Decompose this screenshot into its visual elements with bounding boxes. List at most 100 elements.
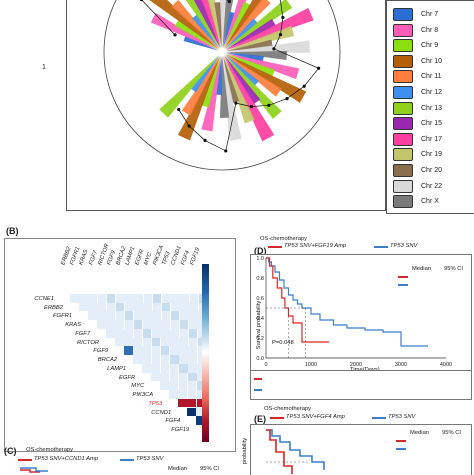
panel-e-ylabel: probability: [242, 438, 248, 464]
heatmap-cell: [125, 311, 134, 320]
heatmap-cell: [190, 294, 199, 303]
heatmap-cell: [162, 311, 171, 320]
heatmap-cell: [133, 338, 142, 347]
legend-label: Chr 17: [421, 136, 442, 143]
legend-label: Chr 22: [421, 183, 442, 190]
heatmap-cell: [88, 303, 97, 312]
heatmap-cell: [187, 399, 196, 408]
heatmap-cell: [106, 320, 115, 329]
km-e-row-swatch: [396, 440, 406, 442]
heatmap-cell: [88, 311, 97, 320]
panel-e-blue-curve: [266, 430, 324, 470]
heatmap-cell: [161, 364, 170, 373]
heatmap-cell: [188, 364, 197, 373]
legend-swatch: [393, 86, 413, 99]
heatmap-cell: [106, 311, 115, 320]
heatmap-cell: [115, 338, 124, 347]
heatmap-cell: [125, 303, 134, 312]
heatmap-cell: [106, 329, 115, 338]
legend-label: Chr X: [421, 198, 439, 205]
legend-item: Chr 19: [387, 147, 474, 162]
km-d-row-swatch: [398, 276, 408, 278]
heatmap-cell: [171, 311, 180, 320]
heatmap-cell: [160, 373, 169, 382]
heatmap-cell: [143, 303, 152, 312]
panel-d-ci-hdr: 95% CI: [444, 266, 463, 272]
heatmap-cell: [98, 294, 107, 303]
legend-item: Chr X: [387, 194, 474, 209]
legend-label: Chr 19: [421, 151, 442, 158]
heatmap-cell: [161, 355, 170, 364]
heatmap-cell: [179, 364, 188, 373]
km-d-xtick: 3000: [395, 362, 407, 368]
legend-item: Chr 12: [387, 85, 474, 100]
heatmap-cell: [169, 381, 178, 390]
heatmap-cell: [152, 355, 161, 364]
legend-swatch: [393, 39, 413, 52]
heatmap-cell: [134, 329, 143, 338]
km-d-ytick: 1.0: [256, 256, 264, 262]
heatmap-cell: [152, 338, 161, 347]
heatmap-row-label: FGF7: [46, 331, 90, 337]
legend-swatch: [393, 164, 413, 177]
heatmap-cell: [143, 320, 152, 329]
km-d-risk-swatch: [254, 389, 262, 391]
heatmap-row-label: FGF19: [145, 427, 189, 433]
heatmap-cell: [180, 311, 189, 320]
heatmap-cell: [188, 373, 197, 382]
heatmap-cell: [179, 373, 188, 382]
heatmap-cell: [115, 329, 124, 338]
heatmap-cell: [151, 373, 160, 382]
heatmap-cell: [152, 311, 161, 320]
heatmap-cell: [133, 346, 142, 355]
heatmap-cell: [188, 390, 197, 399]
legend-item: Chr 11: [387, 69, 474, 84]
legend-item: Chr 13: [387, 101, 474, 116]
km-d-xtick: 1000: [305, 362, 317, 368]
legend-swatch: [393, 133, 413, 146]
heatmap-row-label: KRAS: [37, 322, 81, 328]
heatmap-row-label: ERBB2: [19, 305, 63, 311]
heatmap-cell: [179, 381, 188, 390]
heatmap-cell: [161, 338, 170, 347]
heatmap-cell: [162, 303, 171, 312]
heatmap-cell: [143, 329, 152, 338]
heatmap-cell: [180, 320, 189, 329]
heatmap-cell: [170, 355, 179, 364]
heatmap-colorbar: [202, 264, 209, 442]
heatmap-cell: [79, 294, 88, 303]
legend-swatch: [393, 8, 413, 21]
km-d-risk-box: [250, 370, 472, 400]
km-d-ytick: 0.8: [256, 276, 264, 282]
heatmap-cell: [88, 294, 97, 303]
legend-swatch: [393, 24, 413, 37]
heatmap-cell: [134, 320, 143, 329]
legend-swatch: [393, 148, 413, 161]
km-d-risk-swatch: [254, 378, 262, 380]
heatmap-cell: [188, 381, 197, 390]
legend-swatch: [393, 70, 413, 83]
heatmap-cell: [125, 320, 134, 329]
legend-label: Chr 9: [421, 42, 438, 49]
heatmap-cell: [180, 303, 189, 312]
heatmap-row-label: CCNE1: [10, 296, 54, 302]
heatmap-row-label: FGFR1: [28, 313, 72, 319]
heatmap-cell: [161, 329, 170, 338]
heatmap-cell: [142, 364, 151, 373]
heatmap-cell: [180, 329, 189, 338]
heatmap-row-label: EGFR: [91, 375, 135, 381]
heatmap-cell: [189, 311, 198, 320]
legend-item: Chr 17: [387, 132, 474, 147]
km-d-xtick: 0: [264, 362, 267, 368]
heatmap-row-label: LAMP1: [82, 366, 126, 372]
heatmap-row-label: TP53: [118, 401, 162, 407]
panel-d-pvalue: P=0.048: [272, 340, 294, 346]
heatmap-cell: [179, 355, 188, 364]
heatmap-cell: [170, 329, 179, 338]
heatmap-cell: [97, 303, 106, 312]
legend-label: Chr 10: [421, 58, 442, 65]
heatmap-cell: [133, 355, 142, 364]
legend-item: Chr 9: [387, 38, 474, 53]
heatmap-cell: [115, 320, 124, 329]
